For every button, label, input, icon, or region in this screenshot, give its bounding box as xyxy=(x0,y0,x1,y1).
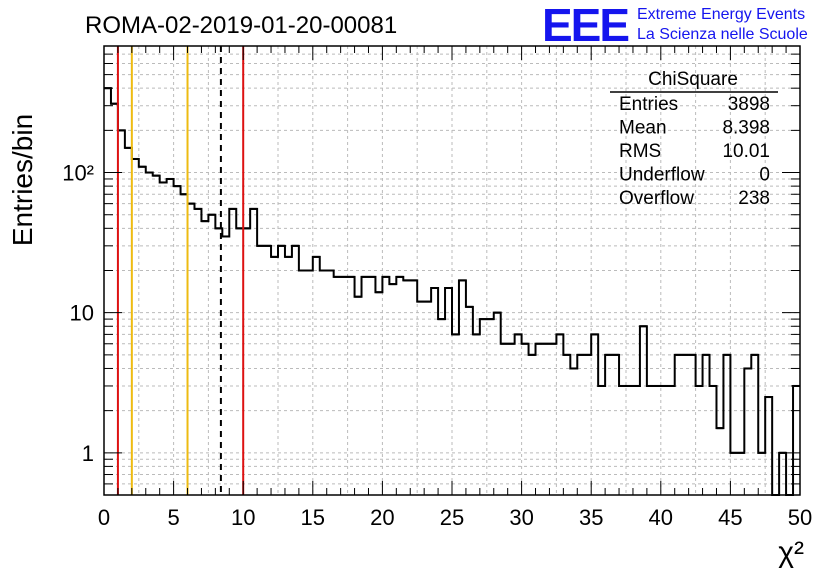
y-tick-label: 10 xyxy=(70,301,94,326)
stats-row-label: RMS xyxy=(619,141,661,162)
x-tick-label: 35 xyxy=(579,505,603,530)
stats-row-label: Entries xyxy=(619,94,678,115)
x-tick-label: 5 xyxy=(167,505,179,530)
stats-row-value: 0 xyxy=(759,165,770,186)
y-axis-label: Entries/bin xyxy=(7,114,38,246)
stats-box: ChiSquare Entries 3898 Mean 8.398 RMS 10.01 Un… xyxy=(610,69,778,209)
x-tick-label: 40 xyxy=(649,505,673,530)
grid-layer xyxy=(104,46,800,495)
marker-lines-layer xyxy=(116,46,245,495)
y-tick-label: 1 xyxy=(82,441,94,466)
histogram-outline xyxy=(104,87,800,496)
stats-row-label: Overflow xyxy=(619,188,694,209)
y-tick-label: 10² xyxy=(62,161,94,186)
stats-row-label: Mean xyxy=(619,118,667,139)
x-tick-label: 25 xyxy=(440,505,464,530)
axis-ticks-layer: 0 5 10 15 20 25 30 35 40 45 50 1 10 10² xyxy=(62,46,812,530)
x-tick-label: 30 xyxy=(509,505,533,530)
logo-line1: Extreme Energy Events xyxy=(637,6,805,23)
stats-row-value: 10.01 xyxy=(722,141,770,162)
x-tick-label: 45 xyxy=(718,505,742,530)
x-tick-label: 50 xyxy=(788,505,812,530)
eee-logo-text: EEE xyxy=(542,0,628,51)
stats-row-value: 8.398 xyxy=(722,118,770,139)
stats-title: ChiSquare xyxy=(648,69,738,90)
stats-row-label: Underflow xyxy=(619,165,705,186)
x-tick-label: 10 xyxy=(231,505,255,530)
eee-logo: EEE Extreme Energy Events La Scienza nel… xyxy=(542,0,808,51)
x-tick-label: 15 xyxy=(301,505,325,530)
x-tick-label: 0 xyxy=(98,505,110,530)
stats-row-value: 238 xyxy=(738,188,770,209)
x-tick-label: 20 xyxy=(370,505,394,530)
stats-rows: Entries 3898 Mean 8.398 RMS 10.01 Underflow 0 Ov… xyxy=(619,94,770,209)
stats-row-value: 3898 xyxy=(728,94,770,115)
chart-title: ROMA-02-2019-01-20-00081 xyxy=(85,12,397,39)
x-axis-label: χ² xyxy=(778,536,804,569)
logo-line2: La Scienza nelle Scuole xyxy=(637,26,808,43)
